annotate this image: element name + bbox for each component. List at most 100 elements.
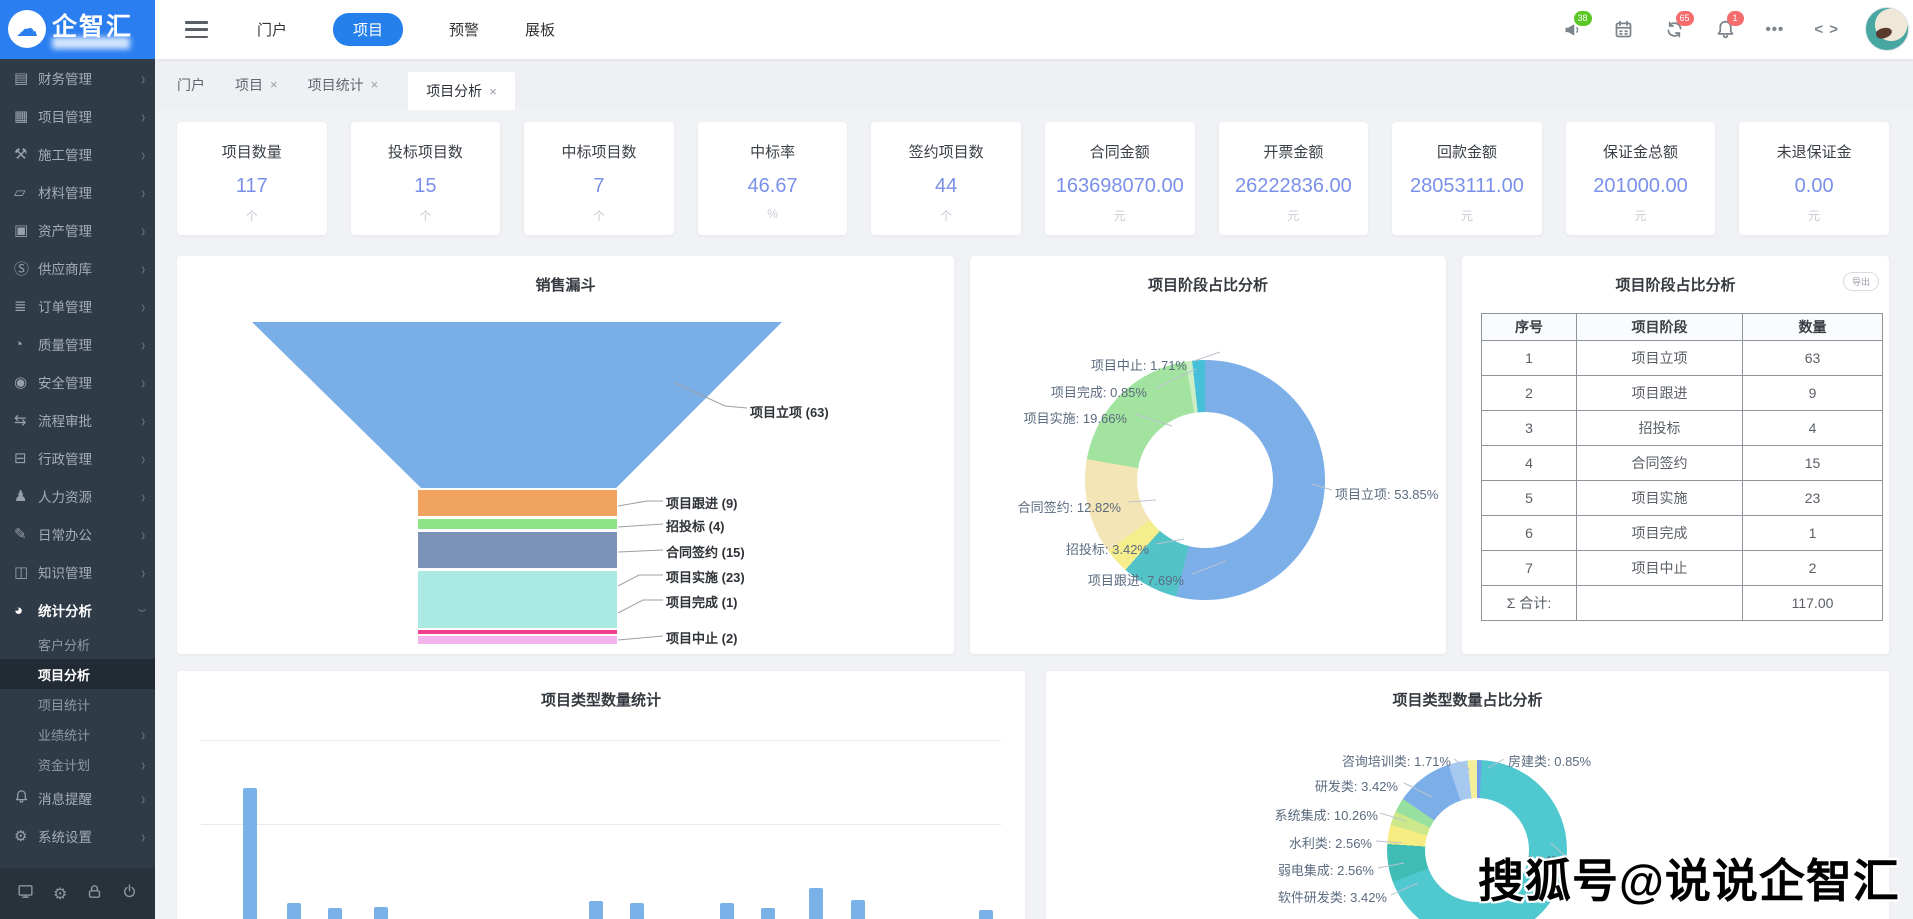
sidebar-item-13[interactable]: ✎ 日常办公 ›	[0, 515, 155, 553]
sidebar-subitem-项目统计[interactable]: 项目统计	[0, 689, 155, 719]
topbar-icons: 38 65 1 ••• < >	[1562, 0, 1839, 59]
sidebar-subitem-项目分析[interactable]: 项目分析	[0, 659, 155, 689]
table-row: 2 项目跟进 9	[1481, 375, 1883, 411]
table-cell: 5	[1481, 480, 1577, 516]
donut-label-水利类: 水利类: 2.56%	[1288, 836, 1372, 851]
sidebar-item-8[interactable]: ◔ 质量管理 ›	[0, 325, 155, 363]
donut-label-弱电集成: 弱电集成: 2.56%	[1277, 863, 1374, 878]
nav-item-预警[interactable]: 预警	[449, 22, 480, 39]
sync-icon[interactable]: 65	[1664, 11, 1694, 40]
stat-unit: 元	[1287, 209, 1300, 223]
gridline	[201, 740, 1001, 741]
sidebar-item-5[interactable]: ▣ 资产管理 ›	[0, 211, 155, 249]
settings-icon[interactable]: ⚙	[52, 885, 68, 903]
logo-subtitle-redacted	[52, 37, 130, 49]
sidebar-item-6[interactable]: Ⓢ 供应商库 ›	[0, 249, 155, 287]
export-button[interactable]: 导出	[1842, 272, 1879, 291]
more-icon[interactable]: •••	[1765, 20, 1785, 38]
top-nav: 门户 项目 预警 展板	[239, 0, 555, 59]
stage-donut-card: 项目阶段占比分析 项目立项: 53.85% 项目跟进: 7.69% 招投标: 3.4…	[970, 256, 1446, 654]
table-row: 5 项目实施 23	[1481, 480, 1883, 516]
sidebar-item-1[interactable]: ▤ 财务管理 ›	[0, 59, 155, 97]
hr-icon: ♟	[14, 488, 28, 505]
tab-项目分析[interactable]: 项目分析 ×	[408, 72, 515, 110]
stat-card-中标率: 中标率 46.67%	[697, 122, 848, 235]
tab-门户[interactable]: 门户	[177, 59, 205, 110]
table-cell: 项目立项	[1576, 340, 1743, 376]
close-icon[interactable]: ×	[489, 83, 497, 99]
table-header-数量: 数量	[1742, 313, 1883, 341]
sidebar-item-14[interactable]: ◫ 知识管理 ›	[0, 553, 155, 591]
stat-unit: 个	[245, 209, 258, 223]
table-cell: Σ 合计:	[1481, 585, 1577, 621]
table-row: 3 招投标 4	[1481, 410, 1883, 446]
sidebar-item-12[interactable]: ♟ 人力资源 ›	[0, 477, 155, 515]
sidebar-item-label: 系统设置	[38, 830, 92, 845]
donut-label-项目完成: 项目完成: 0.85%	[1050, 385, 1147, 400]
table-cell: 项目中止	[1576, 550, 1743, 586]
bar-3	[328, 908, 342, 919]
donut-label-项目中止: 项目中止: 1.71%	[1090, 358, 1187, 373]
stage-donut-hole	[1137, 412, 1273, 548]
table-cell: 117.00	[1742, 585, 1883, 621]
sidebar-item-label: 资产管理	[38, 224, 92, 239]
badge: 1	[1726, 11, 1744, 26]
funnel-label-项目实施: 项目实施 (23)	[666, 570, 745, 585]
stat-value: 0.00	[1794, 175, 1834, 197]
finance-icon: ▤	[14, 70, 29, 87]
monitor-icon[interactable]	[14, 883, 36, 905]
tab-项目[interactable]: 项目 ×	[235, 59, 278, 110]
sidebar-subitem-资金计划[interactable]: 资金计划 ›	[0, 749, 155, 779]
bar-11	[979, 910, 993, 919]
sidebar-item-9[interactable]: ◉ 安全管理 ›	[0, 363, 155, 401]
chevron-down-icon: ›	[132, 608, 154, 612]
table-row: 1 项目立项 63	[1481, 340, 1883, 376]
sidebar-subitem-业绩统计[interactable]: 业绩统计 ›	[0, 719, 155, 749]
nav-item-展板[interactable]: 展板	[525, 22, 556, 39]
table-cell: 15	[1742, 445, 1883, 481]
announcement-icon[interactable]: 38	[1562, 11, 1592, 40]
sidebar-item-label: 消息提醒	[38, 792, 92, 807]
funnel-stage-shape	[418, 532, 617, 568]
close-icon[interactable]: ×	[370, 77, 379, 92]
stat-unit: 个	[940, 209, 953, 223]
funnel-stage-shape	[418, 519, 617, 529]
table-cell: 6	[1481, 515, 1577, 551]
lock-icon[interactable]	[84, 883, 106, 905]
sidebar-item-label: 安全管理	[38, 376, 92, 391]
chevron-right-icon: ›	[140, 143, 145, 165]
calendar-icon[interactable]	[1613, 19, 1634, 40]
avatar[interactable]	[1865, 7, 1909, 51]
stat-card-未退保证金: 未退保证金 0.00 元	[1739, 122, 1889, 235]
tab-项目统计[interactable]: 项目统计 ×	[308, 59, 379, 110]
sidebar-subitem-客户分析[interactable]: 客户分析	[0, 629, 155, 659]
bar-4	[374, 907, 388, 919]
sidebar-item-4[interactable]: ▱ 材料管理 ›	[0, 173, 155, 211]
close-icon[interactable]: ×	[270, 77, 278, 92]
sidebar-item-17[interactable]: ⚙ 系统设置 ›	[0, 817, 155, 855]
admin-icon: ⊟	[14, 450, 27, 467]
power-icon[interactable]	[119, 883, 141, 905]
sidebar-item-15[interactable]: ◕ 统计分析 ›	[0, 591, 155, 629]
sidebar-menu: ▤ 财务管理 › ▦ 项目管理 › ⚒ 施工管理 › ▱ 材料管理 › ▣ 资产管理 › Ⓢ 供应商库 › ≣ 订单管…	[0, 59, 155, 855]
sidebar-item-7[interactable]: ≣ 订单管理 ›	[0, 287, 155, 325]
stat-unit: 元	[1460, 209, 1473, 223]
nav-item-门户[interactable]: 门户	[257, 22, 288, 39]
chevron-right-icon: ›	[140, 753, 145, 775]
sidebar-item-10[interactable]: ⇆ 流程审批 ›	[0, 401, 155, 439]
tab-label: 门户	[177, 76, 205, 93]
sidebar-item-16[interactable]: 消息提醒 ›	[0, 779, 155, 817]
chevron-right-icon: ›	[140, 485, 145, 507]
bar-1	[243, 788, 257, 919]
stat-card-投标项目数: 投标项目数 15 个	[350, 122, 501, 235]
knowledge-icon: ◫	[14, 564, 29, 581]
sidebar-item-2[interactable]: ▦ 项目管理 ›	[0, 97, 155, 135]
funnel-stage-shape	[418, 636, 617, 644]
bell-icon[interactable]: 1	[1715, 11, 1744, 40]
code-icon[interactable]: < >	[1814, 20, 1839, 38]
sidebar-item-11[interactable]: ⊟ 行政管理 ›	[0, 439, 155, 477]
hamburger-icon[interactable]	[185, 21, 208, 38]
sidebar-item-3[interactable]: ⚒ 施工管理 ›	[0, 135, 155, 173]
nav-item-项目[interactable]: 项目	[333, 13, 404, 46]
sidebar-item-label: 施工管理	[38, 148, 92, 163]
